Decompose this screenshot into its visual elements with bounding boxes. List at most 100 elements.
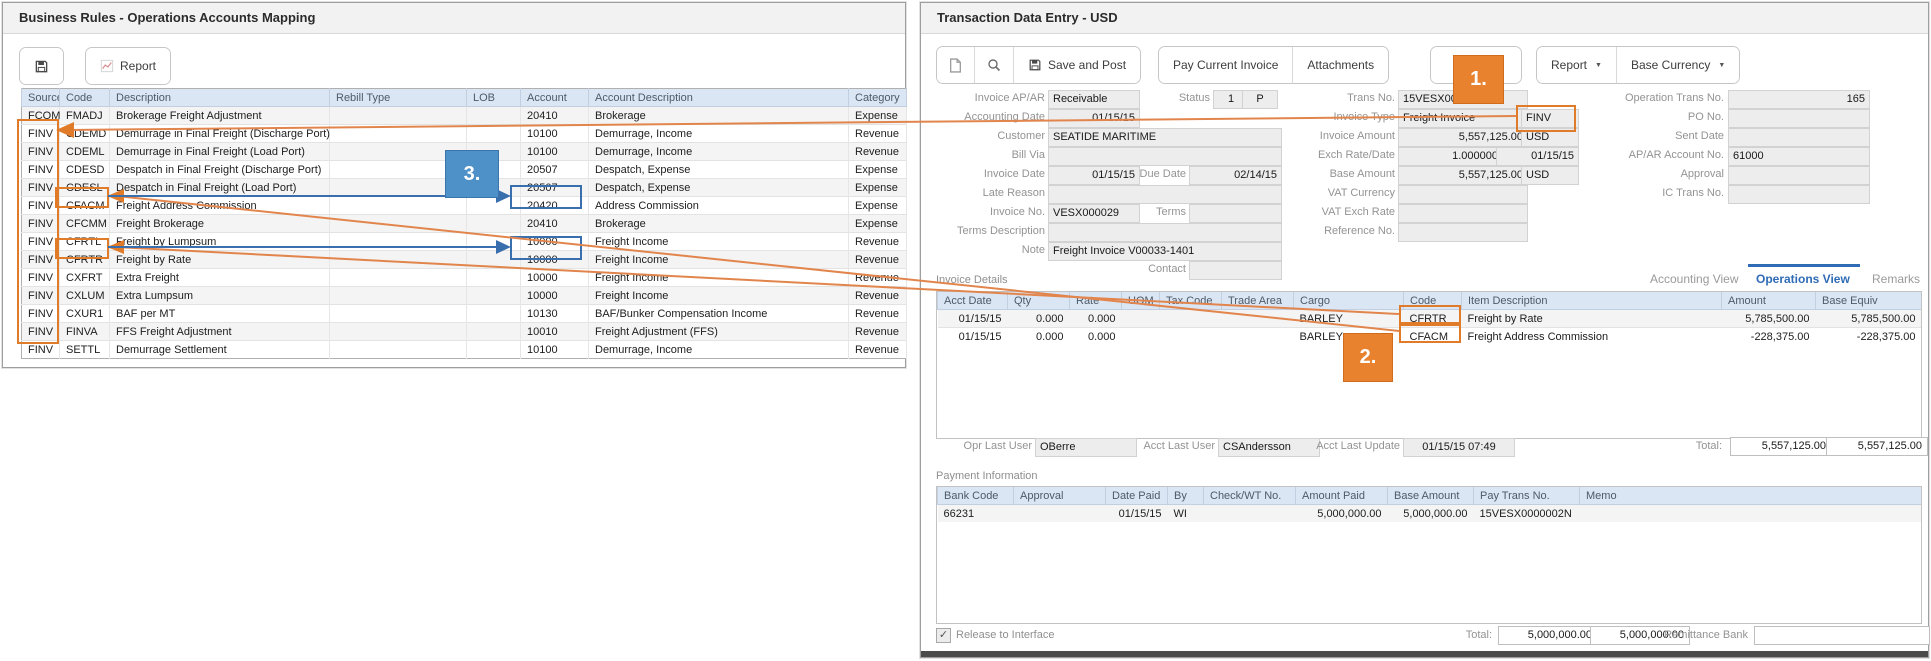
table-row[interactable]: FINV CFCMM Freight Brokerage 20410 Broke… [21, 214, 907, 233]
col-base-amount[interactable]: Base Amount [1387, 487, 1474, 505]
col-uom[interactable]: UOM [1121, 292, 1160, 310]
table-row[interactable]: FINV CDESD Despatch in Final Freight (Di… [21, 160, 907, 179]
table-row[interactable]: FINV CXLUM Extra Lumpsum 10000 Freight I… [21, 286, 907, 305]
report-dropdown-button[interactable]: Report ▼ [1537, 47, 1616, 83]
table-row[interactable]: FINV CXFRT Extra Freight 10000 Freight I… [21, 268, 907, 287]
exch-rate-date-field[interactable]: 01/15/15 [1496, 147, 1579, 166]
col-trade-area[interactable]: Trade Area [1221, 292, 1294, 310]
opr-last-user-field[interactable]: OBerre [1035, 438, 1137, 457]
col-date-paid[interactable]: Date Paid [1105, 487, 1168, 505]
vat-currency-field[interactable] [1398, 185, 1528, 204]
late-reason-label: Late Reason [982, 187, 1045, 199]
col-code[interactable]: Code [59, 88, 110, 107]
late-reason-field[interactable] [1048, 185, 1282, 204]
col-source[interactable]: Source [21, 88, 60, 107]
new-document-button[interactable] [937, 47, 974, 83]
note-field[interactable]: Freight Invoice V00033-1401 [1048, 242, 1282, 261]
save-and-post-button[interactable]: Save and Post [1013, 47, 1141, 83]
attachments-button[interactable]: Attachments [1292, 47, 1389, 83]
report-button[interactable]: Report [86, 48, 171, 84]
invoice-no-field[interactable]: VESX000029 [1048, 204, 1140, 223]
bill-via-field[interactable] [1048, 147, 1282, 166]
col-check-wt-no[interactable]: Check/WT No. [1203, 487, 1296, 505]
acct-last-update-field[interactable]: 01/15/15 07:49 [1403, 438, 1515, 457]
base-currency-field[interactable]: USD [1521, 166, 1579, 185]
accounting-date-field[interactable]: 01/15/15 [1048, 109, 1140, 128]
table-row[interactable]: FINV CDEMD Demurrage in Final Freight (D… [21, 124, 907, 143]
col-by[interactable]: By [1167, 487, 1204, 505]
col-rate[interactable]: Rate [1069, 292, 1122, 310]
status-number-field[interactable]: 1 [1213, 90, 1249, 109]
col-item-description[interactable]: Item Description [1461, 292, 1722, 310]
col-lob[interactable]: LOB [466, 88, 521, 107]
col-cargo[interactable]: Cargo [1293, 292, 1404, 310]
tab-accounting-view[interactable]: Accounting View [1650, 272, 1739, 286]
approval-field[interactable] [1728, 166, 1870, 185]
col-rebill-type[interactable]: Rebill Type [329, 88, 467, 107]
contact-field[interactable] [1189, 261, 1282, 280]
base-currency-dropdown-button[interactable]: Base Currency ▼ [1615, 47, 1740, 83]
col-amount-paid[interactable]: Amount Paid [1295, 487, 1388, 505]
invoice-amount-field[interactable]: 5,557,125.00 [1398, 128, 1528, 147]
invoice-no-label: Invoice No. [989, 206, 1045, 218]
cell-tax-code [1159, 309, 1222, 328]
customer-field[interactable]: SEATIDE MARITIME [1048, 128, 1282, 147]
invoice-date-field[interactable]: 01/15/15 [1048, 166, 1140, 185]
acct-last-user-field[interactable]: CSAndersson [1218, 438, 1320, 457]
col-tax-code[interactable]: Tax Code [1159, 292, 1222, 310]
pay-current-invoice-button[interactable]: Pay Current Invoice [1159, 47, 1293, 83]
invoice-type-code-field[interactable]: FINV [1521, 109, 1579, 128]
reference-no-field[interactable] [1398, 223, 1528, 242]
invoice-apar-field[interactable]: Receivable [1048, 90, 1140, 109]
col-amount[interactable]: Amount [1721, 292, 1816, 310]
apar-account-no-field[interactable]: 61000 [1728, 147, 1870, 166]
table-row[interactable]: FCOM FMADJ Brokerage Freight Adjustment … [21, 106, 907, 125]
cell-account: 20410 [520, 106, 589, 125]
terms-field[interactable] [1189, 204, 1282, 223]
table-row[interactable]: FINV FINVA FFS Freight Adjustment 10010 … [21, 322, 907, 341]
save-icon [34, 59, 49, 74]
invoice-type-field[interactable]: Freight Invoice [1398, 109, 1528, 128]
remittance-bank-field[interactable] [1754, 626, 1930, 645]
col-approval[interactable]: Approval [1013, 487, 1106, 505]
col-bank-code[interactable]: Bank Code [937, 487, 1014, 505]
status-code-field[interactable]: P [1242, 90, 1278, 109]
ic-trans-no-field[interactable] [1728, 185, 1870, 204]
po-no-field[interactable] [1728, 109, 1870, 128]
cell-description: Demurrage in Final Freight (Discharge Po… [109, 124, 330, 143]
table-row[interactable]: FINV SETTL Demurrage Settlement 10100 De… [21, 340, 907, 359]
table-row[interactable]: FINV CDESL Despatch in Final Freight (Lo… [21, 178, 907, 197]
col-qty[interactable]: Qty [1007, 292, 1070, 310]
sent-date-field[interactable] [1728, 128, 1870, 147]
cell-acct-date: 01/15/15 [937, 309, 1008, 328]
due-date-field[interactable]: 02/14/15 [1189, 166, 1282, 185]
payment-row[interactable]: 66231 01/15/15 WI 5,000,000.00 5,000,000… [937, 504, 1921, 522]
exch-rate-field[interactable]: 1.000000 [1398, 147, 1503, 166]
col-category[interactable]: Category [848, 88, 907, 107]
vat-exch-rate-field[interactable] [1398, 204, 1528, 223]
release-to-interface-checkbox[interactable]: ✓ [936, 628, 951, 643]
trans-no-label: Trans No. [1347, 92, 1395, 104]
operation-trans-no-field[interactable]: 165 [1728, 90, 1870, 109]
col-memo[interactable]: Memo [1579, 487, 1921, 505]
cell-source: FINV [21, 304, 60, 323]
tab-remarks[interactable]: Remarks [1872, 272, 1921, 286]
col-description[interactable]: Description [109, 88, 330, 107]
table-row[interactable]: FINV CXUR1 BAF per MT 10130 BAF/Bunker C… [21, 304, 907, 323]
tab-operations-view[interactable]: Operations View [1756, 272, 1850, 286]
table-row[interactable]: FINV CFACM Freight Address Commission 20… [21, 196, 907, 215]
cell-category: Expense [848, 214, 907, 233]
terms-description-field[interactable] [1048, 223, 1282, 242]
search-button[interactable] [974, 47, 1013, 83]
table-row[interactable]: FINV CFRTR Freight by Rate 10000 Freight… [21, 250, 907, 269]
table-row[interactable]: FINV CFRTL Freight by Lumpsum 10000 Frei… [21, 232, 907, 251]
col-pay-trans-no[interactable]: Pay Trans No. [1473, 487, 1580, 505]
cell-category: Revenue [848, 322, 907, 341]
col-acct-date[interactable]: Acct Date [937, 292, 1008, 310]
col-base-equiv[interactable]: Base Equiv [1815, 292, 1921, 310]
invoice-currency-field[interactable]: USD [1521, 128, 1579, 147]
base-amount-field[interactable]: 5,557,125.00 [1398, 166, 1528, 185]
col-account-description[interactable]: Account Description [588, 88, 849, 107]
save-button[interactable] [20, 48, 63, 84]
col-account[interactable]: Account [520, 88, 589, 107]
